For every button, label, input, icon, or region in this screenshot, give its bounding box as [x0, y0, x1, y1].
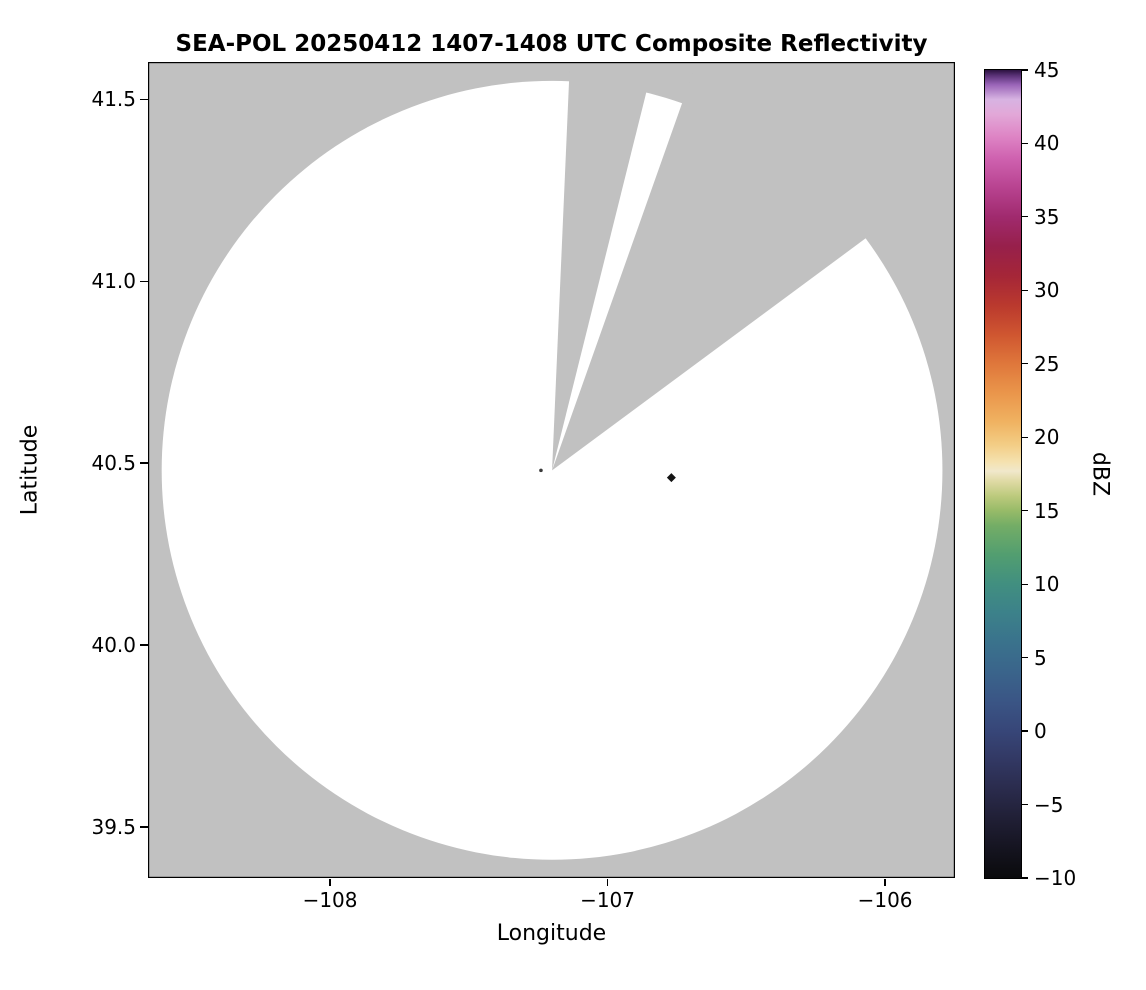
radar-map-canvas	[148, 62, 955, 878]
colorbar-tick-mark	[1022, 69, 1028, 71]
y-tick-mark	[140, 462, 148, 464]
colorbar-tick-mark	[1022, 657, 1028, 659]
y-tick-label: 41.0	[91, 269, 136, 294]
colorbar-tick-label: −10	[1034, 866, 1077, 890]
y-tick-mark	[140, 826, 148, 828]
colorbar-tick-label: −5	[1034, 792, 1064, 817]
colorbar-tick-label: 35	[1034, 204, 1060, 229]
plot-border	[148, 62, 955, 878]
missing-data-sector	[552, 62, 654, 471]
missing-data-sector	[552, 62, 955, 471]
colorbar-tick-mark	[1022, 436, 1028, 438]
colorbar-tick-label: 15	[1034, 498, 1060, 523]
colorbar-tick-mark	[1022, 289, 1028, 291]
echo-marker-diamond	[666, 473, 676, 483]
colorbar-tick-label: 5	[1034, 645, 1047, 670]
colorbar-tick-label: 30	[1034, 278, 1060, 303]
y-tick-mark	[140, 98, 148, 100]
colorbar-tick-mark	[1022, 803, 1028, 806]
y-tick-label: 39.5	[91, 815, 136, 840]
x-tick-mark	[329, 879, 331, 886]
y-tick-label: 40.5	[91, 451, 136, 476]
colorbar-tick-label: 45	[1034, 58, 1060, 82]
x-tick-mark	[606, 879, 609, 886]
y-tick-label: 41.5	[91, 87, 136, 112]
colorbar-tick-label: 20	[1034, 425, 1060, 450]
colorbar-tick-mark	[1022, 510, 1028, 512]
plot-area	[148, 62, 955, 878]
colorbar-tick-mark	[1022, 216, 1028, 218]
chart-title: SEA-POL 20250412 1407-1408 UTC Composite…	[175, 31, 928, 57]
x-axis-label: Longitude	[496, 921, 607, 946]
y-tick-mark	[140, 280, 148, 282]
colorbar-tick-mark	[1022, 142, 1028, 145]
colorbar-tick-mark	[1022, 877, 1028, 879]
x-tick-label: −107	[580, 888, 636, 912]
colorbar-label: dBZ	[1087, 451, 1113, 497]
colorbar-tick-mark	[1022, 730, 1028, 732]
x-tick-label: −106	[857, 888, 913, 912]
colorbar-gradient	[984, 69, 1022, 879]
x-tick-mark	[884, 879, 886, 886]
colorbar-tick-label: 0	[1034, 719, 1047, 744]
y-tick-label: 40.0	[91, 633, 136, 658]
x-tick-label: −108	[302, 888, 358, 912]
y-axis-label: Latitude	[17, 424, 43, 516]
y-tick-mark	[140, 644, 148, 646]
colorbar-tick-mark	[1022, 363, 1028, 365]
echo-speck	[539, 468, 543, 473]
colorbar-tick-label: 40	[1034, 131, 1060, 156]
colorbar-tick-mark	[1022, 583, 1028, 585]
colorbar-tick-label: 10	[1034, 572, 1060, 597]
colorbar-tick-label: 25	[1034, 351, 1060, 376]
